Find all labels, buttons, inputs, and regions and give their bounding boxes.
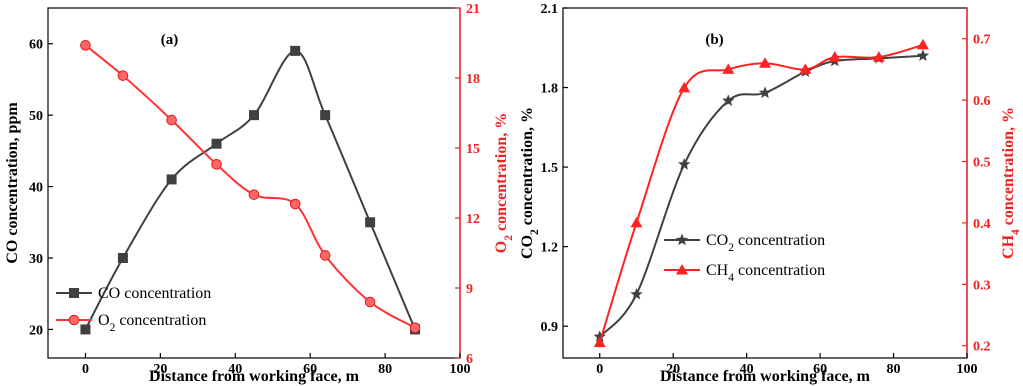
legend-label: CH4 concentration bbox=[706, 262, 825, 284]
data-point bbox=[828, 51, 841, 62]
data-point bbox=[799, 63, 812, 74]
y-right-tick-label: 0.3 bbox=[973, 278, 991, 293]
legend-item: CO concentration bbox=[56, 285, 211, 302]
y-right-tick-label: 12 bbox=[466, 212, 480, 227]
y-left-tick-label: 2.1 bbox=[541, 2, 559, 17]
panel-label: (b) bbox=[705, 32, 723, 48]
data-point bbox=[722, 94, 735, 107]
y-right-tick-label: 9 bbox=[466, 282, 473, 297]
data-point bbox=[166, 114, 177, 126]
data-point bbox=[365, 217, 376, 228]
x-tick-label: 60 bbox=[303, 362, 317, 377]
data-point bbox=[80, 40, 91, 51]
data-point bbox=[630, 287, 643, 300]
legend-marker bbox=[675, 233, 689, 246]
legend-label: CO2 concentration bbox=[706, 232, 825, 254]
legend-marker bbox=[69, 288, 79, 298]
x-tick-label: 80 bbox=[378, 362, 392, 377]
y-right-tick-label: 0.5 bbox=[973, 156, 991, 171]
data-point bbox=[872, 51, 885, 62]
series-o2-concentration bbox=[80, 40, 421, 333]
data-point bbox=[211, 159, 222, 170]
series-ch4-concentration bbox=[593, 38, 929, 348]
y-left-tick-label: 60 bbox=[29, 38, 43, 53]
data-point bbox=[593, 336, 606, 348]
x-tick-label: 80 bbox=[887, 362, 901, 377]
data-point bbox=[80, 324, 91, 335]
x-tick-label: 60 bbox=[813, 362, 827, 377]
y-left-tick-label: 1.5 bbox=[541, 161, 559, 176]
legend-marker bbox=[676, 264, 688, 275]
y-right-axis-title: O2 concentration, % bbox=[493, 113, 515, 253]
x-tick-label: 0 bbox=[82, 362, 89, 377]
data-point bbox=[290, 45, 301, 56]
y-right-tick-label: 21 bbox=[466, 2, 480, 17]
x-tick-label: 40 bbox=[740, 362, 754, 377]
data-point bbox=[117, 253, 128, 263]
legend-label: O2 concentration bbox=[98, 312, 206, 334]
y-left-tick-label: 40 bbox=[29, 181, 43, 196]
series-line bbox=[598, 54, 923, 338]
x-tick-label: 20 bbox=[666, 362, 680, 377]
x-axis-title: Distance from working face, m bbox=[149, 368, 360, 385]
y-right-tick-label: 0.7 bbox=[973, 33, 991, 48]
data-point bbox=[759, 57, 771, 68]
legend-marker bbox=[68, 314, 80, 326]
data-point bbox=[409, 322, 421, 333]
data-point bbox=[319, 250, 331, 261]
chart-panel-b: 0 20 40 60 80 100 0.9 1.2 1.5 1.8 2.1 0.2 0.3 0.4 0.5 0… bbox=[519, 2, 1022, 385]
y-right-axis-title: CH4 concentration, % bbox=[1000, 107, 1022, 259]
data-point bbox=[678, 157, 691, 170]
data-point bbox=[916, 49, 930, 61]
y-left-tick-label: 20 bbox=[29, 323, 43, 338]
series-co2-concentration bbox=[593, 49, 930, 343]
y-right-tick-label: 0.2 bbox=[973, 340, 991, 355]
chart-panel-a: 0 20 40 60 80 100 20 30 40 50 60 6 9 12 15 18 21 Distance… bbox=[4, 2, 515, 385]
y-right-tick-label: 15 bbox=[466, 142, 480, 157]
data-point bbox=[166, 174, 177, 185]
data-point bbox=[211, 138, 222, 149]
series-line bbox=[84, 49, 416, 330]
x-axis-title: Distance from working face, m bbox=[660, 368, 871, 385]
plot-frame bbox=[47, 7, 461, 359]
series-line bbox=[598, 43, 924, 343]
data-point bbox=[289, 198, 301, 210]
data-point bbox=[593, 330, 606, 343]
y-left-tick-label: 50 bbox=[29, 109, 43, 124]
x-tick-label: 100 bbox=[957, 362, 978, 377]
y-right-tick-label: 18 bbox=[466, 72, 480, 87]
y-left-tick-label: 1.8 bbox=[541, 82, 559, 97]
legend-item: O2 concentration bbox=[56, 312, 206, 334]
panel-label: (a) bbox=[161, 32, 179, 48]
x-tick-label: 40 bbox=[228, 362, 242, 377]
data-point bbox=[722, 63, 735, 74]
y-right-tick-label: 0.4 bbox=[973, 217, 991, 232]
legend-label: CO concentration bbox=[98, 285, 211, 302]
legend-item: CO2 concentration bbox=[664, 232, 825, 254]
data-point bbox=[630, 216, 643, 228]
y-right-tick-label: 6 bbox=[466, 352, 473, 367]
data-point bbox=[758, 86, 772, 99]
y-left-tick-label: 30 bbox=[29, 252, 43, 267]
y-left-tick-label: 1.2 bbox=[541, 241, 559, 256]
data-point bbox=[248, 189, 260, 200]
legend-item: CH4 concentration bbox=[664, 262, 825, 284]
y-left-axis-title: CO2 concentration, % bbox=[519, 107, 541, 259]
data-point bbox=[916, 38, 929, 50]
y-left-axis-title: CO concentration, ppm bbox=[4, 102, 21, 264]
data-point bbox=[678, 81, 691, 93]
data-point bbox=[249, 110, 259, 121]
x-tick-label: 20 bbox=[153, 362, 167, 377]
data-point bbox=[117, 70, 129, 81]
x-tick-label: 100 bbox=[450, 362, 471, 377]
y-left-tick-label: 0.9 bbox=[541, 320, 559, 335]
x-tick-label: 0 bbox=[596, 362, 603, 377]
y-right-tick-label: 0.6 bbox=[973, 94, 991, 109]
data-point bbox=[364, 296, 376, 308]
data-point bbox=[320, 110, 331, 121]
